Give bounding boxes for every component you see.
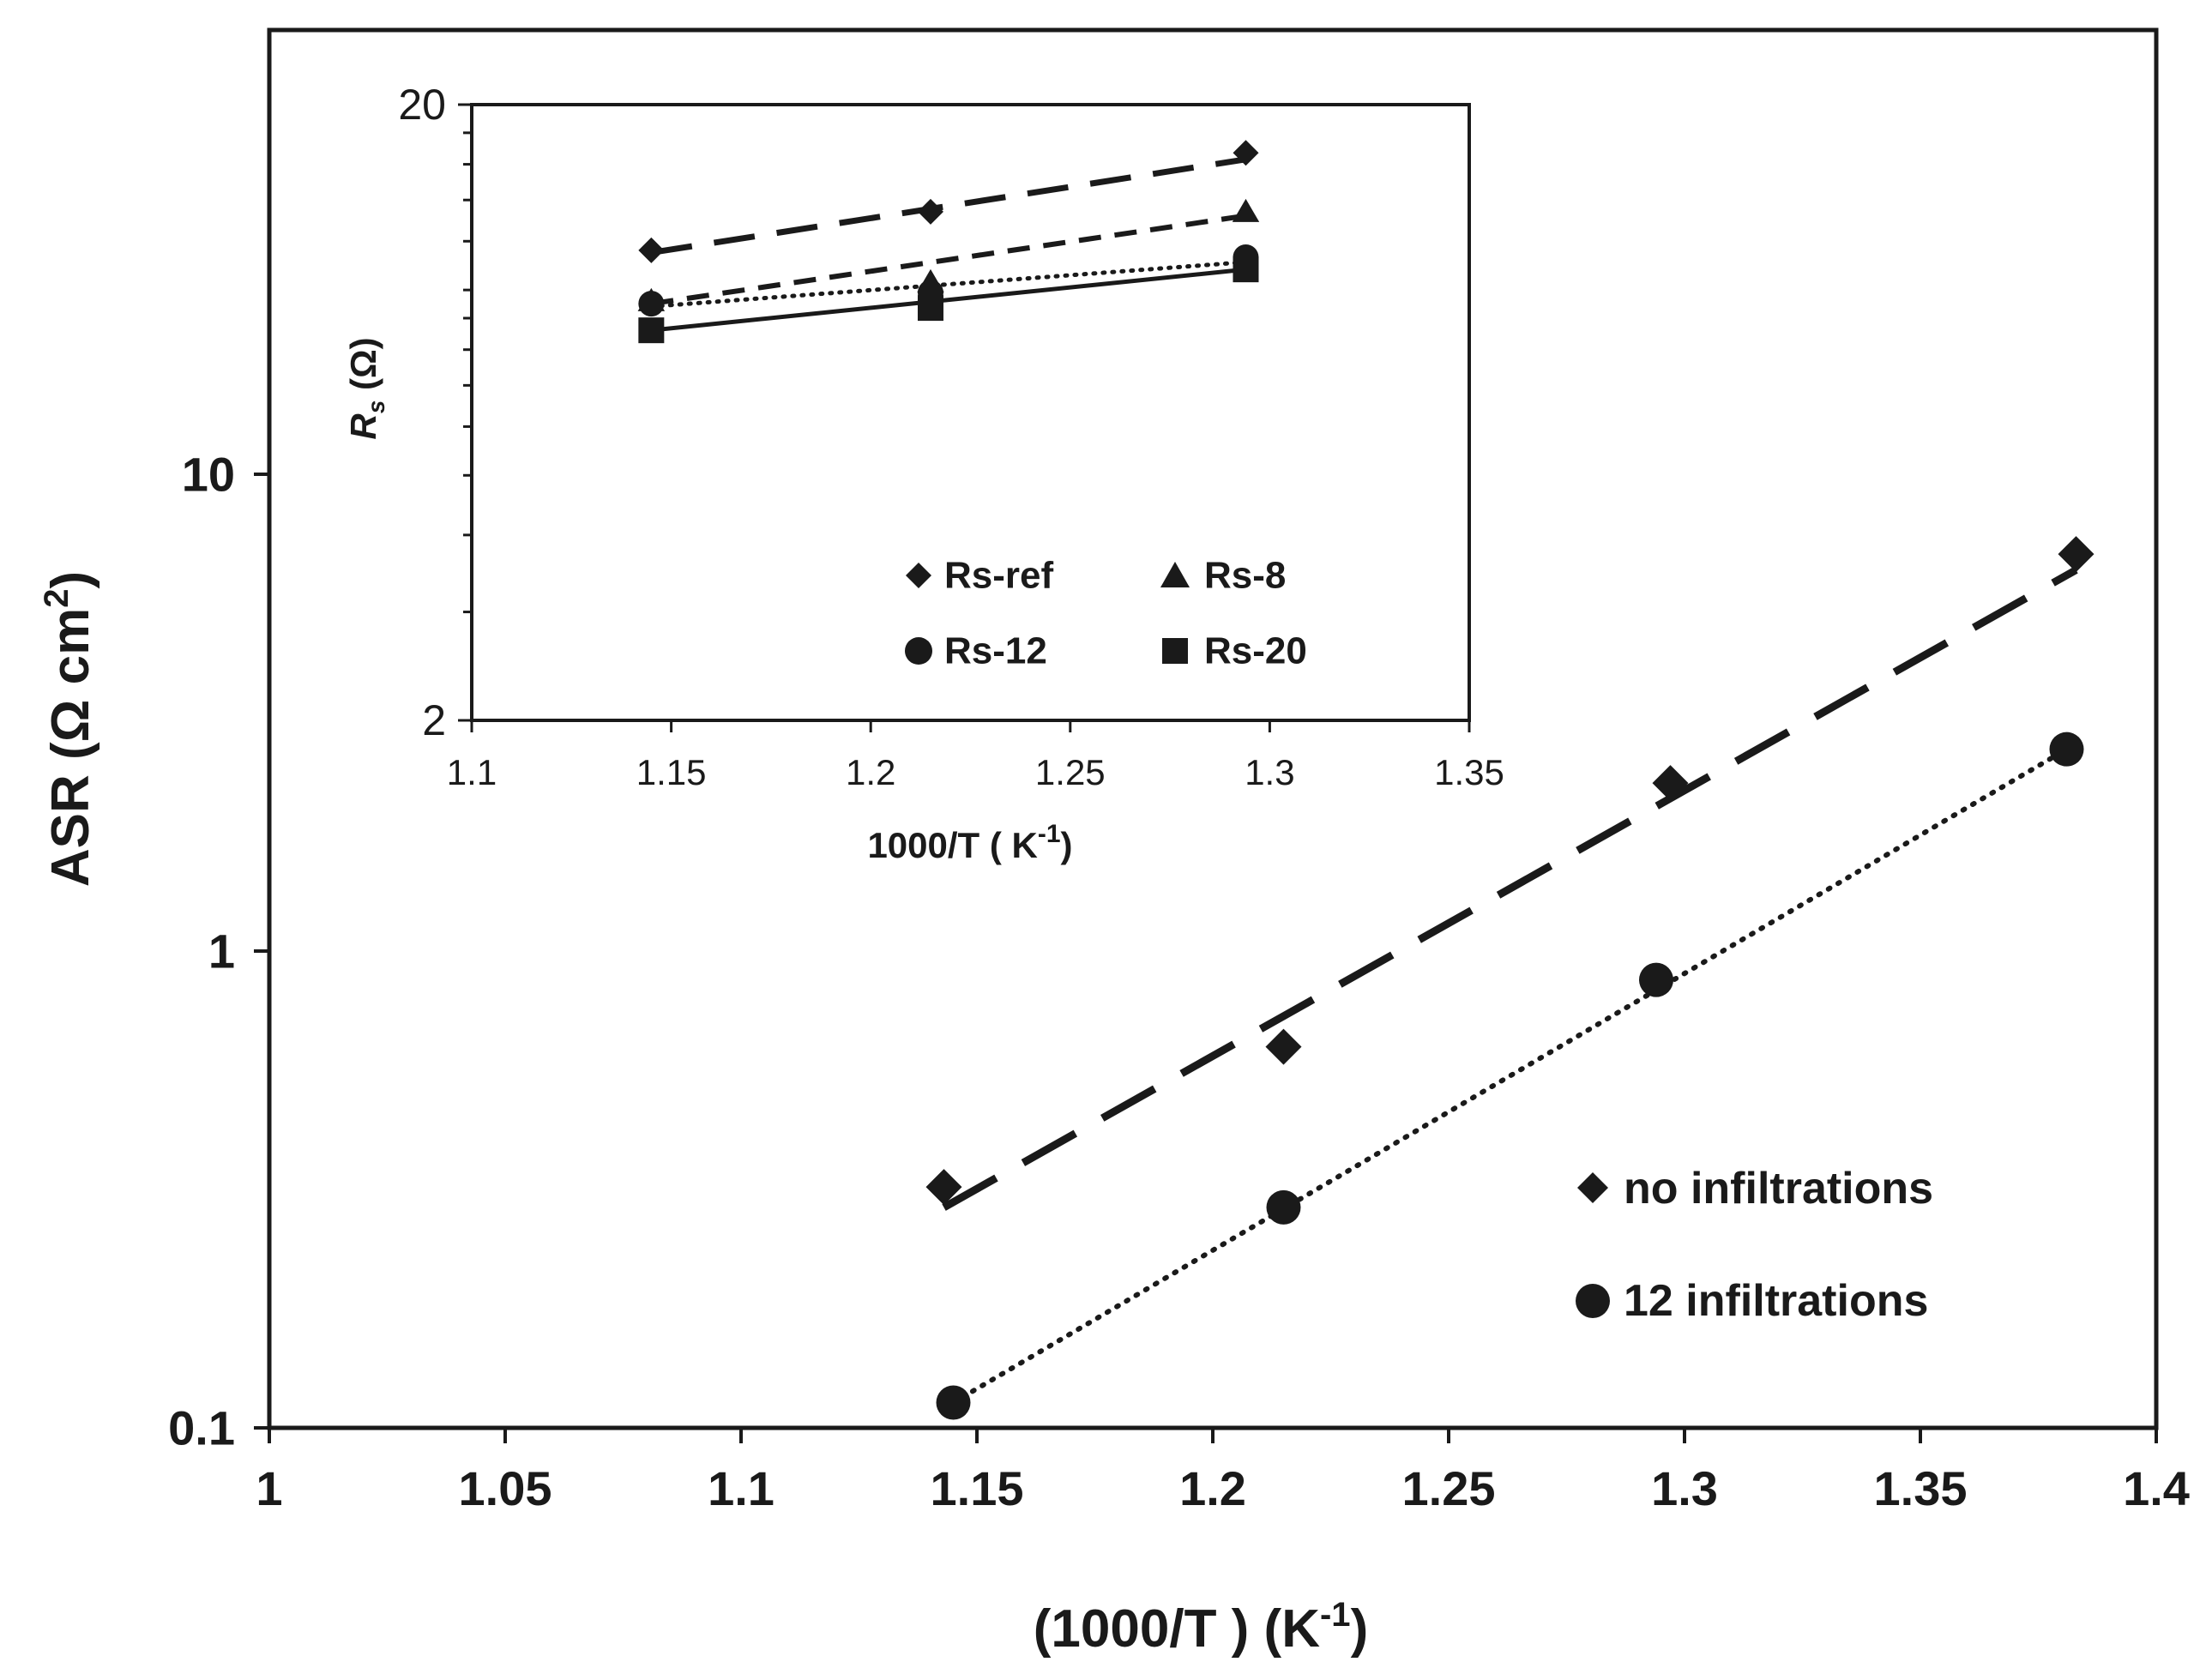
main-y-axis-title: ASR (Ω cm2) <box>38 571 100 887</box>
main-x-tick-label: 1.05 <box>459 1461 552 1515</box>
inset-x-tick-label: 1.3 <box>1245 752 1294 792</box>
inset-x-tick-label: 1.25 <box>1035 752 1106 792</box>
inset-data-point <box>638 291 665 317</box>
main-data-point <box>1265 1028 1302 1065</box>
main-trendline-1 <box>950 746 2070 1406</box>
inset-trendline-1 <box>650 213 1246 307</box>
main-x-axis-title: (1000/T ) (K-1) <box>1034 1596 1368 1659</box>
inset-y-axis-title: Rs (Ω) <box>343 337 389 439</box>
legend-no-infiltrations: no infiltrations <box>1624 1164 1933 1213</box>
main-x-tick-label: 1.25 <box>1402 1461 1496 1515</box>
inset-x-tick-label: 1.1 <box>447 752 497 792</box>
main-data-point <box>936 1385 971 1420</box>
inset-data-point <box>917 295 943 322</box>
main-x-tick-label: 1.15 <box>931 1461 1024 1515</box>
inset-y-tick-label: 2 <box>422 696 446 744</box>
inset-data-point <box>1233 256 1259 283</box>
inset-legend-diamond-icon <box>906 563 931 588</box>
main-x-title-sup: -1 <box>1320 1596 1351 1634</box>
main-data-point <box>2058 536 2094 573</box>
main-y-title-text: ASR (Ω cm <box>41 608 100 887</box>
main-x-title-end: ) <box>1351 1599 1369 1659</box>
legend-diamond-icon <box>1577 1172 1608 1203</box>
main-y-title-sup: 2 <box>38 589 75 608</box>
inset-y-tick-label: 20 <box>398 81 446 129</box>
inset-x-axis-title: 1000/T ( K-1) <box>867 820 1072 865</box>
inset-x-tick-label: 1.2 <box>846 752 895 792</box>
inset-data-point <box>1233 140 1259 166</box>
main-data-point <box>2049 732 2084 767</box>
legend-12-infiltrations: 12 infiltrations <box>1624 1276 1928 1326</box>
inset-x-title-text: 1000/T ( K <box>867 825 1037 865</box>
inset-x-tick-label: 1.15 <box>636 752 707 792</box>
main-x-tick-label: 1.2 <box>1179 1461 1246 1515</box>
main-x-tick-label: 1.3 <box>1651 1461 1718 1515</box>
main-x-tick-label: 1 <box>256 1461 282 1515</box>
main-data-point <box>1639 962 1673 997</box>
inset-y-title-text: R <box>343 413 383 440</box>
inset-y-title-end: (Ω) <box>343 337 383 400</box>
main-x-title-text: (1000/T ) (K <box>1034 1599 1320 1659</box>
inset-data-point <box>1232 198 1260 222</box>
inset-legend: Rs-ref Rs-8 Rs-12 Rs-20 <box>905 555 1307 672</box>
inset-x-title-sup: -1 <box>1038 820 1061 848</box>
main-x-tick-label: 1.1 <box>708 1461 775 1515</box>
inset-legend-circle-icon <box>905 637 932 665</box>
inset-legend-rs-20: Rs-20 <box>1204 630 1307 672</box>
main-x-tick-label: 1.4 <box>2123 1461 2190 1515</box>
inset-trendline-3 <box>651 267 1246 333</box>
main-y-tick-label: 0.1 <box>168 1401 235 1455</box>
inset-legend-rs-8: Rs-8 <box>1204 555 1286 597</box>
inset-data-point <box>638 317 665 344</box>
inset-x-title-end: ) <box>1061 825 1073 865</box>
inset-legend-triangle-icon <box>1160 562 1190 587</box>
main-y-title-end: ) <box>41 571 100 589</box>
main-y-tick-label: 1 <box>208 924 235 978</box>
main-y-tick-label: 10 <box>182 448 235 502</box>
inset-x-tick-label: 1.35 <box>1434 752 1504 792</box>
inset-legend-rs-12: Rs-12 <box>944 630 1047 672</box>
main-legend: no infiltrations 12 infiltrations <box>1576 1164 1933 1326</box>
inset-legend-rs-ref: Rs-ref <box>944 555 1053 597</box>
inset-legend-square-icon <box>1162 638 1188 664</box>
inset-trendline-0 <box>650 156 1247 256</box>
inset-data-point <box>638 237 665 263</box>
inset-data-point <box>917 198 943 225</box>
legend-circle-icon <box>1576 1284 1610 1318</box>
inset-y-title-sub: s <box>363 400 389 414</box>
inset-plot-frame <box>470 103 1471 722</box>
main-data-point <box>925 1169 962 1206</box>
main-x-tick-label: 1.35 <box>1874 1461 1968 1515</box>
main-trendline-0 <box>942 566 2078 1211</box>
main-data-point <box>1266 1189 1301 1225</box>
main-data-point <box>1652 765 1689 802</box>
